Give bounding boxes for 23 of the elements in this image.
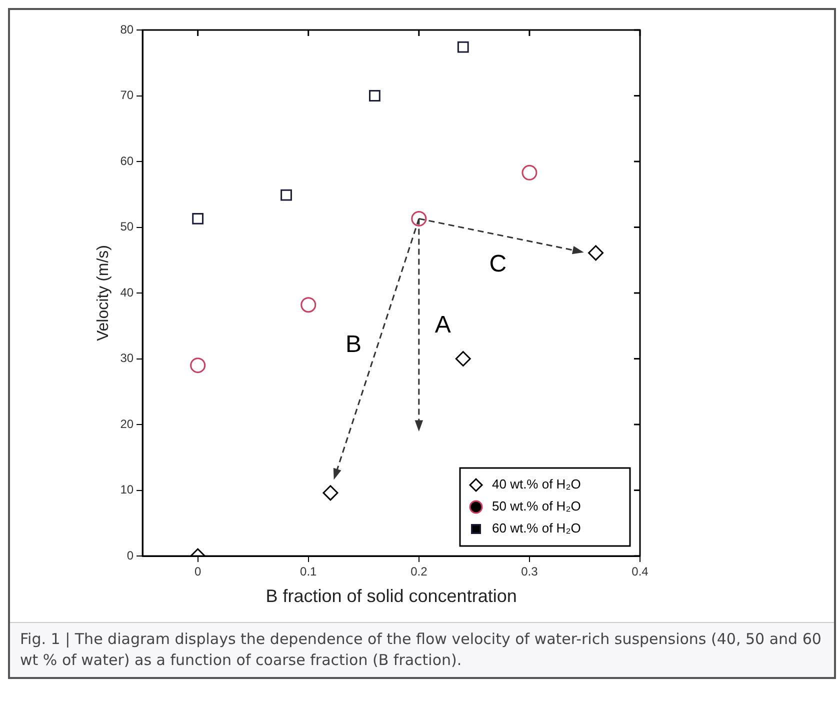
y-tick-label: 70 [120,88,134,102]
annotation: A [434,312,451,338]
x-tick-label: 0.2 [410,564,428,579]
legend-label: 50 wt.% of H₂O [492,498,581,514]
x-tick-label: 0.4 [632,564,649,579]
x-tick-label: 0.3 [521,564,538,579]
y-tick-label: 10 [120,482,134,497]
y-tick-label: 40 [120,285,134,300]
y-tick-label: 0 [126,548,134,562]
x-tick-label: 0.1 [300,564,318,579]
y-tick-label: 20 [120,416,134,431]
legend-label: 60 wt.% of H₂O [492,520,581,536]
y-tick-label: 30 [120,351,134,366]
y-axis-title: Velocity (m/s) [95,244,112,342]
caption: Fig. 1 | The diagram displays the dependence of the flow velocity of water-rich suspensions (40, 50 and 60 wt % of water) as a function of coarse fraction (B fraction). [20,629,822,671]
annotation: B [345,331,362,358]
y-tick-label: 60 [120,154,134,168]
annotation: C [489,250,507,278]
y-tick-label: 50 [120,220,134,234]
y-tick-label: 80 [120,22,134,36]
legend-label: 40 wt.% of H₂O [492,476,581,492]
x-tick-label: 0 [194,564,202,579]
x-axis-title: B fraction of solid concentration [266,586,517,606]
